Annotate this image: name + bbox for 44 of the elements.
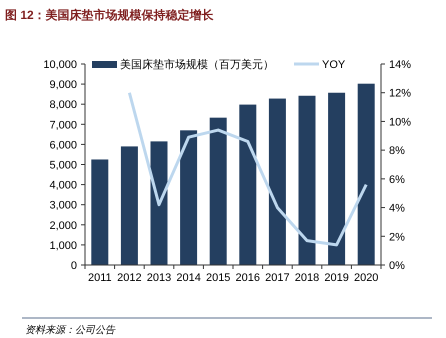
y-tick-label: 6,000 [49, 139, 77, 152]
y-tick-label: 0 [70, 260, 77, 272]
x-tick-label: 2013 [146, 272, 172, 284]
bar [91, 159, 108, 265]
bar [268, 98, 286, 265]
y2-tick-label: 8% [389, 145, 406, 158]
legend-label: YOY [322, 59, 346, 71]
y-tick-label: 8,000 [49, 99, 77, 112]
y-tick-label: 10,000 [43, 59, 77, 71]
y-tick-label: 1,000 [49, 240, 77, 252]
y-tick-label: 7,000 [49, 119, 77, 132]
y-tick-label: 3,000 [49, 200, 77, 212]
text: 资料来源：公司公告 [25, 324, 116, 336]
bar [239, 104, 256, 265]
bar [180, 130, 198, 265]
y2-tick-label: 2% [389, 231, 406, 244]
legend-label: 美国床垫市场规模（百万美元） [120, 58, 274, 71]
x-tick-label: 2015 [206, 272, 230, 284]
bar [298, 96, 316, 265]
bar [210, 118, 227, 265]
bar [358, 84, 375, 265]
y2-tick-label: 0% [389, 260, 406, 272]
y-tick-label: 5,000 [49, 160, 77, 172]
y2-tick-label: 14% [389, 59, 412, 71]
y2-tick-label: 6% [389, 174, 406, 186]
bar [328, 92, 346, 265]
y2-tick-label: 4% [389, 202, 406, 215]
y2-tick-label: 10% [389, 116, 412, 128]
bar [150, 141, 168, 265]
bar [120, 146, 138, 265]
line-series [128, 91, 368, 246]
y-tick-label: 9,000 [49, 79, 77, 92]
x-tick-label: 2016 [236, 272, 260, 284]
x-tick-label: 2018 [294, 272, 320, 284]
y-tick-label: 2,000 [49, 220, 77, 232]
y-tick-label: 4,000 [49, 180, 77, 192]
x-tick-label: 2011 [88, 272, 112, 284]
x-tick-label: 2014 [176, 272, 201, 284]
y2-tick-label: 12% [389, 88, 412, 100]
x-tick-label: 2012 [117, 272, 142, 284]
x-tick-label: 2017 [265, 272, 290, 284]
x-tick-label: 2020 [354, 272, 378, 284]
chart-title: 图 12：美国床垫市场规模保持稳定增长 [5, 8, 215, 22]
x-tick-label: 2019 [324, 272, 349, 284]
